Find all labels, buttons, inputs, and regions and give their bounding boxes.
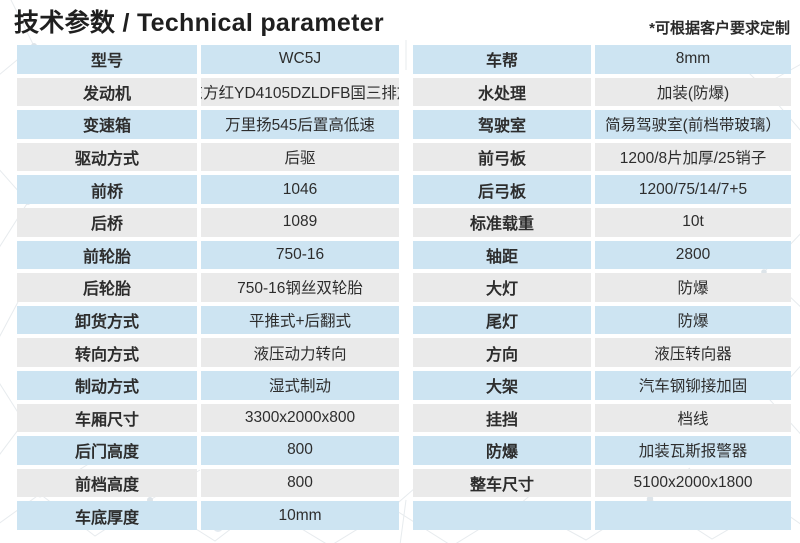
spec-value-cell: 5100x2000x1800 bbox=[595, 468, 791, 498]
spec-label-cell: 后轮胎 bbox=[17, 273, 197, 302]
spec-row: 整车尺寸 5100x2000x1800 bbox=[413, 468, 791, 498]
spec-label-cell: 后桥 bbox=[17, 207, 197, 237]
spec-value-cell: 液压转向器 bbox=[595, 338, 791, 367]
spec-row: 前档高度 800 bbox=[17, 468, 399, 498]
spec-row: 防爆 加装瓦斯报警器 bbox=[413, 436, 791, 465]
spec-label-cell: 车帮 bbox=[413, 45, 591, 74]
spec-label-cell: 轴距 bbox=[413, 240, 591, 270]
spec-value-cell: 8mm bbox=[595, 45, 791, 74]
spec-label-cell: 整车尺寸 bbox=[413, 468, 591, 498]
spec-value-cell: 简易驾驶室(前档带玻璃） bbox=[595, 110, 791, 139]
spec-tables: 型号WC5J发动机东方红YD4105DZLDFB国三排放变速箱万里扬545后置高… bbox=[0, 45, 800, 530]
spec-row: 型号 WC5J bbox=[17, 45, 399, 74]
spec-label-cell: 大灯 bbox=[413, 273, 591, 302]
spec-label-cell: 挂挡 bbox=[413, 403, 591, 433]
spec-value-cell: 3300x2000x800 bbox=[201, 403, 399, 433]
spec-row: 挂挡 档线 bbox=[413, 403, 791, 433]
spec-value-cell: 10mm bbox=[201, 501, 399, 530]
spec-label-cell: 驾驶室 bbox=[413, 110, 591, 139]
spec-value-cell: 后驱 bbox=[201, 142, 399, 172]
spec-row: 前弓板 1200/8片加厚/25销子 bbox=[413, 142, 791, 172]
spec-label-cell: 后门高度 bbox=[17, 436, 197, 465]
spec-row: 后桥 1089 bbox=[17, 207, 399, 237]
spec-value-cell bbox=[595, 501, 791, 530]
header: 技术参数 / Technical parameter *可根据客户要求定制 bbox=[0, 0, 800, 39]
spec-value-cell: 加装瓦斯报警器 bbox=[595, 436, 791, 465]
spec-value-cell: WC5J bbox=[201, 45, 399, 74]
spec-label-cell: 前轮胎 bbox=[17, 240, 197, 270]
spec-label-cell: 变速箱 bbox=[17, 110, 197, 139]
spec-label-cell bbox=[413, 501, 591, 530]
spec-row: 后门高度 800 bbox=[17, 436, 399, 465]
spec-value-cell: 10t bbox=[595, 207, 791, 237]
spec-sheet: 技术参数 / Technical parameter *可根据客户要求定制 型号… bbox=[0, 0, 800, 530]
spec-row: 方向 液压转向器 bbox=[413, 338, 791, 367]
spec-label-cell: 车厢尺寸 bbox=[17, 403, 197, 433]
spec-value-cell: 800 bbox=[201, 468, 399, 498]
left-spec-table: 型号WC5J发动机东方红YD4105DZLDFB国三排放变速箱万里扬545后置高… bbox=[17, 45, 399, 530]
spec-label-cell: 前弓板 bbox=[413, 142, 591, 172]
spec-row: 变速箱 万里扬545后置高低速 bbox=[17, 110, 399, 139]
spec-label-cell: 标准载重 bbox=[413, 207, 591, 237]
spec-value-cell: 1089 bbox=[201, 207, 399, 237]
spec-value-cell: 档线 bbox=[595, 403, 791, 433]
spec-row: 轴距 2800 bbox=[413, 240, 791, 270]
spec-row: 大灯 防爆 bbox=[413, 273, 791, 302]
spec-label-cell: 前档高度 bbox=[17, 468, 197, 498]
spec-row: 车底厚度 10mm bbox=[17, 501, 399, 530]
spec-row bbox=[413, 501, 791, 530]
spec-row: 后轮胎 750-16钢丝双轮胎 bbox=[17, 273, 399, 302]
spec-label-cell: 尾灯 bbox=[413, 305, 591, 335]
spec-value-cell: 液压动力转向 bbox=[201, 338, 399, 367]
spec-value-cell: 东方红YD4105DZLDFB国三排放 bbox=[201, 77, 399, 107]
spec-row: 驱动方式 后驱 bbox=[17, 142, 399, 172]
spec-value-cell: 1046 bbox=[201, 175, 399, 204]
spec-value-cell: 防爆 bbox=[595, 273, 791, 302]
spec-label-cell: 后弓板 bbox=[413, 175, 591, 204]
right-spec-table: 车帮 8mm 水处理 加装(防爆) 驾驶室 简易驾驶室(前档带玻璃） 前弓板 1200/8片加… bbox=[413, 45, 791, 530]
spec-row: 前轮胎 750-16 bbox=[17, 240, 399, 270]
spec-row: 前桥 1046 bbox=[17, 175, 399, 204]
spec-label-cell: 转向方式 bbox=[17, 338, 197, 367]
spec-label-cell: 车底厚度 bbox=[17, 501, 197, 530]
spec-label-cell: 型号 bbox=[17, 45, 197, 74]
spec-label-cell: 防爆 bbox=[413, 436, 591, 465]
spec-value-cell: 万里扬545后置高低速 bbox=[201, 110, 399, 139]
spec-row: 制动方式 湿式制动 bbox=[17, 370, 399, 400]
spec-label-cell: 驱动方式 bbox=[17, 142, 197, 172]
spec-label-cell: 发动机 bbox=[17, 77, 197, 107]
spec-value-cell: 防爆 bbox=[595, 305, 791, 335]
spec-label-cell: 水处理 bbox=[413, 77, 591, 107]
spec-row: 车厢尺寸 3300x2000x800 bbox=[17, 403, 399, 433]
spec-row: 标准载重 10t bbox=[413, 207, 791, 237]
spec-row: 驾驶室 简易驾驶室(前档带玻璃） bbox=[413, 110, 791, 139]
spec-label-cell: 大架 bbox=[413, 370, 591, 400]
spec-row: 发动机东方红YD4105DZLDFB国三排放 bbox=[17, 77, 399, 107]
spec-value-cell: 750-16 bbox=[201, 240, 399, 270]
spec-value-cell: 1200/8片加厚/25销子 bbox=[595, 142, 791, 172]
customization-note: *可根据客户要求定制 bbox=[649, 20, 790, 37]
page-title: 技术参数 / Technical parameter bbox=[14, 9, 384, 37]
spec-label-cell: 方向 bbox=[413, 338, 591, 367]
spec-value-cell: 加装(防爆) bbox=[595, 77, 791, 107]
spec-label-cell: 前桥 bbox=[17, 175, 197, 204]
spec-row: 尾灯 防爆 bbox=[413, 305, 791, 335]
spec-label-cell: 制动方式 bbox=[17, 370, 197, 400]
spec-value-cell: 湿式制动 bbox=[201, 370, 399, 400]
spec-value-cell: 750-16钢丝双轮胎 bbox=[201, 273, 399, 302]
spec-value-cell: 800 bbox=[201, 436, 399, 465]
spec-row: 后弓板 1200/75/14/7+5 bbox=[413, 175, 791, 204]
spec-value-cell: 2800 bbox=[595, 240, 791, 270]
spec-row: 车帮 8mm bbox=[413, 45, 791, 74]
spec-row: 转向方式 液压动力转向 bbox=[17, 338, 399, 367]
spec-row: 大架 汽车钢铆接加固 bbox=[413, 370, 791, 400]
spec-row: 水处理 加装(防爆) bbox=[413, 77, 791, 107]
spec-value-cell: 平推式+后翻式 bbox=[201, 305, 399, 335]
spec-value-cell: 1200/75/14/7+5 bbox=[595, 175, 791, 204]
spec-label-cell: 卸货方式 bbox=[17, 305, 197, 335]
spec-value-cell: 汽车钢铆接加固 bbox=[595, 370, 791, 400]
spec-row: 卸货方式 平推式+后翻式 bbox=[17, 305, 399, 335]
